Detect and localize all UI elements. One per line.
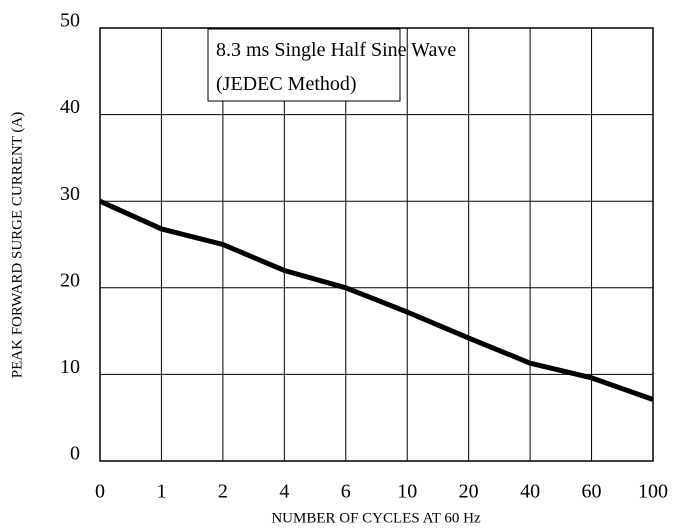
y-tick-label: 30 bbox=[60, 183, 80, 205]
grid bbox=[99, 27, 654, 462]
annotation-line: 8.3 ms Single Half Sine Wave bbox=[216, 39, 456, 61]
x-tick-label: 6 bbox=[341, 481, 351, 503]
curve bbox=[98, 198, 654, 402]
x-tick-label: 100 bbox=[638, 481, 668, 503]
x-tick-label: 10 bbox=[397, 481, 417, 503]
y-tick-label: 50 bbox=[60, 10, 80, 32]
x-axis-title: NUMBER OF CYCLES AT 60 Hz bbox=[271, 510, 481, 526]
x-tick-label: 1 bbox=[156, 481, 166, 503]
y-tick-label: 10 bbox=[60, 356, 80, 378]
x-tick-label: 40 bbox=[520, 481, 540, 503]
y-tick-label: 0 bbox=[70, 443, 80, 465]
x-tick-label: 60 bbox=[582, 481, 602, 503]
annotation-box bbox=[207, 28, 401, 102]
x-tick-label: 2 bbox=[218, 481, 228, 503]
y-tick-label: 40 bbox=[60, 96, 80, 118]
x-tick-label: 20 bbox=[459, 481, 479, 503]
y-tick-label: 20 bbox=[60, 269, 80, 291]
x-tick-label: 0 bbox=[95, 481, 105, 503]
x-tick-label: 4 bbox=[279, 481, 289, 503]
annotation-line: (JEDEC Method) bbox=[216, 73, 357, 95]
y-axis-title: PEAK FORWARD SURGE CURRENT (A) bbox=[9, 112, 25, 378]
